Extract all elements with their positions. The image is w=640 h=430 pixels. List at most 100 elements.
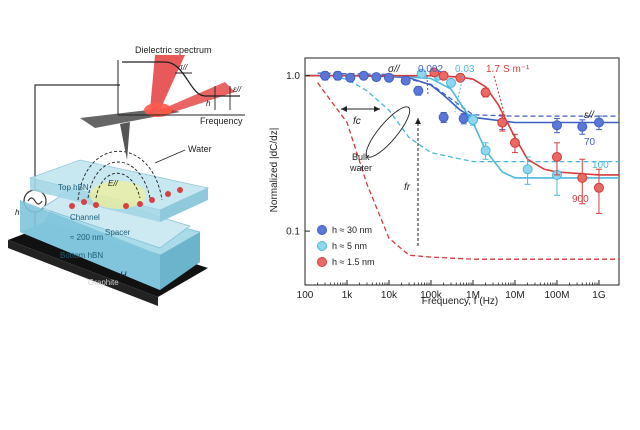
sigma-pointer-30nm xyxy=(426,75,429,97)
data-point-h-30-nm-13 xyxy=(593,117,604,128)
graphite-label: Graphite xyxy=(88,278,119,287)
data-point-h-5-nm-3 xyxy=(467,114,478,125)
data-point-h-1-5-nm-1 xyxy=(438,70,449,81)
top-hbn-label: Top hBN xyxy=(58,183,89,192)
chart: 100 1k 10k 100k 1M 10M 100M 1G 1.0 0.1 Frequency,… xyxy=(269,57,620,307)
data-point-h-1-5-nm-3 xyxy=(480,87,491,98)
y-tick-label-0: 1.0 xyxy=(286,71,300,82)
legend-marker-1-5nm xyxy=(317,257,327,267)
laser-beam-out xyxy=(160,82,235,114)
x-tick-label-0: 100 xyxy=(297,290,314,301)
sigma-value-5nm: 0.03 xyxy=(455,64,475,75)
channel-label: Channel xyxy=(70,213,100,222)
dielectric-spectrum-inset: Dielectric spectrum σ// h ε// Frequency xyxy=(117,45,245,126)
data-point-h-1-5-nm-7 xyxy=(577,172,588,183)
data-point-h-30-nm-7 xyxy=(413,85,424,96)
h-big-label: H xyxy=(120,270,127,280)
eps-value-5nm: 100 xyxy=(592,160,609,171)
data-point-h-30-nm-11 xyxy=(551,120,562,131)
field-line-2 xyxy=(95,172,141,199)
axis-ticks: 100 1k 10k 100k 1M 10M 100M 1G 1.0 0.1 xyxy=(286,71,606,301)
data-point-h-30-nm-0 xyxy=(320,70,331,81)
x-tick-label-4: 1M xyxy=(466,290,480,301)
x-tick-label-6: 100M xyxy=(544,290,569,301)
field-line-3 xyxy=(77,151,163,201)
graphite-edge xyxy=(8,240,158,306)
y-axis-label: Normalized |dC/dz| xyxy=(269,128,280,213)
data-point-h-5-nm-5 xyxy=(522,164,533,175)
reference-line-5-nm-model xyxy=(317,75,619,163)
data-point-h-5-nm-2 xyxy=(446,77,457,88)
x-tick-label-1: 1k xyxy=(342,290,354,301)
fr-label: fr xyxy=(404,182,411,193)
device-schematic: Dielectric spectrum σ// h ε// Frequency … xyxy=(8,45,245,306)
laser-beam-in xyxy=(150,55,185,110)
data-point-h-1-5-nm-8 xyxy=(593,182,604,193)
legend-label-5nm: h ≈ 5 nm xyxy=(332,241,367,251)
data-point-h-30-nm-9 xyxy=(458,113,469,124)
fr-arrowhead xyxy=(415,118,421,124)
bulk-water-label-2: water xyxy=(349,163,372,173)
legend-marker-30nm xyxy=(317,225,327,235)
x-tick-label-3: 100k xyxy=(420,290,443,301)
legend: h ≈ 30 nm h ≈ 5 nm h ≈ 1.5 nm xyxy=(317,225,374,267)
sigma-header: σ// xyxy=(388,64,401,75)
x-axis-label: Frequency, f (Hz) xyxy=(422,296,499,307)
data-point-h-1-5-nm-5 xyxy=(509,137,520,148)
eps-label: ε// xyxy=(584,110,595,121)
bottom-hbn-side xyxy=(160,232,200,290)
width-label: ≈ 200 nm xyxy=(70,233,104,242)
spacer-label: Spacer xyxy=(105,228,131,237)
data-point-h-30-nm-2 xyxy=(345,72,356,83)
plot-frame xyxy=(304,57,620,286)
fc-arrowhead-right xyxy=(374,106,380,112)
data-point-h-30-nm-5 xyxy=(383,72,394,83)
data-point-h-5-nm-4 xyxy=(480,145,491,156)
inset-sigma-label: σ// xyxy=(178,63,188,72)
data-point-h-30-nm-6 xyxy=(400,75,411,86)
data-point-h-30-nm-12 xyxy=(577,121,588,132)
bulk-water-label-1: Bulk xyxy=(352,152,370,162)
legend-label-1-5nm: h ≈ 1.5 nm xyxy=(332,257,374,267)
data-point-h-30-nm-4 xyxy=(371,72,382,83)
y-tick-label-1: 0.1 xyxy=(286,227,300,238)
data-point-h-1-5-nm-0 xyxy=(429,67,440,78)
ac-wave-icon xyxy=(27,197,43,205)
field-glow xyxy=(90,181,146,209)
inset-eps-label: ε// xyxy=(233,85,242,94)
probe-tip xyxy=(120,122,130,160)
eps-value-30nm: 70 xyxy=(584,137,596,148)
inset-h-label: h xyxy=(206,99,211,108)
reference-line-1-5-nm-model xyxy=(317,82,619,260)
bottom-hbn-face xyxy=(20,200,160,290)
laser-spot xyxy=(144,103,172,117)
water-label: Water xyxy=(188,144,212,154)
sigma-units: S m⁻¹ xyxy=(503,64,530,75)
inset-title: Dielectric spectrum xyxy=(135,45,212,55)
legend-label-30nm: h ≈ 30 nm xyxy=(332,225,372,235)
sigma-pointer-1-5nm xyxy=(493,75,507,121)
data-point-h-30-nm-3 xyxy=(358,70,369,81)
data-point-h-1-5-nm-4 xyxy=(497,117,508,128)
fc-arrowhead-left xyxy=(341,106,347,112)
data-point-h-30-nm-1 xyxy=(332,70,343,81)
eps-value-1-5nm: 900 xyxy=(572,194,589,205)
data-point-h-30-nm-8 xyxy=(438,112,449,123)
data-points xyxy=(320,67,604,214)
inset-frequency-label: Frequency xyxy=(200,116,243,126)
field-label: E// xyxy=(108,179,119,188)
bulk-water-ellipse xyxy=(365,106,411,158)
water-pointer xyxy=(154,149,186,164)
bottom-hbn-label: Bottom hBN xyxy=(60,251,103,260)
fc-label: fc xyxy=(353,116,361,127)
x-tick-label-5: 10M xyxy=(505,290,524,301)
circuit-wire-top xyxy=(34,84,120,185)
field-line-1 xyxy=(87,161,151,199)
x-tick-label-2: 10k xyxy=(381,290,398,301)
data-point-h-1-5-nm-6 xyxy=(551,151,562,162)
sigma-value-30nm: 0.002 xyxy=(418,64,443,75)
sigma-value-1-5nm: 1.7 xyxy=(486,64,500,75)
data-point-h-5-nm-0 xyxy=(416,68,427,79)
legend-marker-5nm xyxy=(317,241,327,251)
